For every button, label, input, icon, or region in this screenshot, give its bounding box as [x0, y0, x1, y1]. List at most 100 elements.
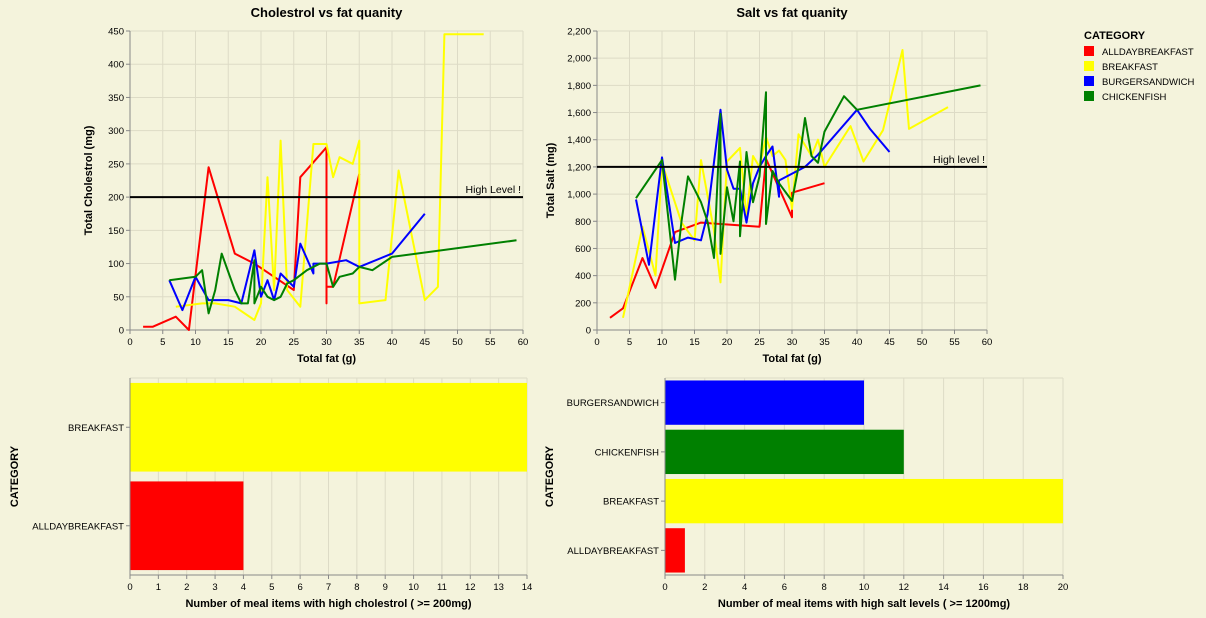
- bar-chart-2: BURGERSANDWICH CHICKENFISH BREAKFAST ALLDAY…: [544, 377, 1069, 610]
- legend-title: CATEGORY: [1084, 30, 1146, 42]
- x-axis-title: Number of meal items with high salt leve…: [718, 598, 1011, 610]
- x-tick-label: 0: [127, 582, 132, 593]
- x-tick-label: 20: [722, 337, 733, 348]
- y-tick-label: 1,200: [567, 162, 591, 173]
- bar-breakfast: [130, 382, 527, 472]
- x-tick-label: 5: [269, 582, 274, 593]
- x-axis-title: Number of meal items with high cholestro…: [185, 598, 471, 610]
- x-tick-label: 30: [787, 337, 798, 348]
- legend-swatch: [1084, 61, 1094, 71]
- x-tick-label: 1: [156, 582, 161, 593]
- x-tick-label: 0: [127, 337, 132, 348]
- category-label: ALLDAYBREAKFAST: [567, 546, 659, 557]
- legend: CATEGORY ALLDAYBREAKFAST BREAKFAST BURGERSA…: [1084, 30, 1195, 103]
- y-tick-label: 200: [108, 193, 124, 204]
- x-tick-label: 60: [518, 337, 529, 348]
- x-tick-label: 50: [917, 337, 928, 348]
- x-tick-label: 45: [419, 337, 430, 348]
- series-line-chickenfish: [635, 84, 981, 281]
- x-tick-label: 3: [212, 582, 217, 593]
- x-tick-label: 60: [982, 337, 993, 348]
- x-tick-label: 18: [1018, 582, 1029, 593]
- x-tick-label: 11: [437, 582, 447, 593]
- y-axis-title: Total Cholestrol (mg): [83, 125, 95, 235]
- y-tick-label: 600: [575, 244, 591, 255]
- x-axis-title: Total fat (g): [297, 353, 356, 365]
- series-line-breakfast: [175, 33, 484, 321]
- y-tick-label: 1,400: [567, 135, 591, 146]
- x-tick-label: 40: [852, 337, 863, 348]
- category-label: BURGERSANDWICH: [567, 398, 660, 409]
- y-tick-label: 0: [586, 326, 591, 337]
- line-chart-1: 0 5 10 15 20 25 30 35 40 45 50 55 60 0 50 100 150 200 250 3…: [83, 5, 528, 365]
- x-tick-label: 10: [657, 337, 668, 348]
- x-tick-label: 6: [782, 582, 787, 593]
- x-tick-label: 35: [354, 337, 365, 348]
- x-tick-label: 45: [884, 337, 895, 348]
- legend-label: CHICKENFISH: [1102, 92, 1167, 103]
- x-tick-label: 8: [354, 582, 359, 593]
- x-tick-label: 15: [689, 337, 700, 348]
- x-tick-label: 8: [822, 582, 827, 593]
- y-tick-label: 100: [108, 259, 124, 270]
- x-tick-label: 4: [241, 582, 246, 593]
- x-tick-label: 20: [1058, 582, 1069, 593]
- x-tick-label: 12: [899, 582, 910, 593]
- y-axis-title: CATEGORY: [9, 445, 21, 507]
- legend-swatch: [1084, 76, 1094, 86]
- y-tick-label: 50: [113, 292, 124, 303]
- bar-alldaybreakfast: [665, 528, 685, 573]
- series-line-burgersandwich: [635, 108, 891, 266]
- series-line-chickenfish: [169, 239, 517, 315]
- x-tick-label: 35: [819, 337, 830, 348]
- y-tick-label: 450: [108, 27, 124, 38]
- bar-chickenfish: [665, 429, 904, 475]
- x-tick-label: 20: [256, 337, 267, 348]
- x-tick-label: 7: [326, 582, 331, 593]
- y-tick-label: 400: [575, 271, 591, 282]
- chart-title: Cholestrol vs fat quanity: [251, 5, 403, 20]
- legend-label: ALLDAYBREAKFAST: [1102, 47, 1194, 58]
- x-tick-label: 13: [493, 582, 504, 593]
- y-tick-label: 1,600: [567, 108, 591, 119]
- x-tick-label: 4: [742, 582, 747, 593]
- y-axis-title: Total Salt (mg): [545, 142, 557, 218]
- x-tick-label: 5: [160, 337, 165, 348]
- x-tick-label: 10: [408, 582, 419, 593]
- x-tick-label: 5: [627, 337, 632, 348]
- series-line-breakfast: [622, 49, 949, 319]
- y-tick-label: 0: [119, 326, 124, 337]
- x-tick-label: 9: [383, 582, 388, 593]
- category-label: ALLDAYBREAKFAST: [32, 521, 124, 532]
- legend-label: BREAKFAST: [1102, 62, 1158, 73]
- category-label: BREAKFAST: [68, 423, 124, 434]
- y-tick-label: 250: [108, 159, 124, 170]
- bar-breakfast: [665, 478, 1063, 524]
- x-tick-label: 6: [297, 582, 302, 593]
- x-tick-label: 55: [485, 337, 496, 348]
- series-line-alldaybreakfast: [143, 146, 361, 331]
- x-axis-title: Total fat (g): [762, 353, 821, 365]
- x-tick-label: 2: [702, 582, 707, 593]
- x-tick-label: 50: [452, 337, 463, 348]
- category-label: BREAKFAST: [603, 497, 659, 508]
- legend-swatch: [1084, 91, 1094, 101]
- bar-burgersandwich: [665, 380, 864, 425]
- x-tick-label: 0: [594, 337, 599, 348]
- x-tick-label: 25: [288, 337, 299, 348]
- x-tick-label: 30: [321, 337, 332, 348]
- high-level-label: High Level !: [466, 184, 521, 196]
- y-tick-label: 200: [575, 298, 591, 309]
- y-tick-label: 800: [575, 217, 591, 228]
- chart-title: Salt vs fat quanity: [736, 5, 848, 20]
- x-tick-label: 16: [978, 582, 989, 593]
- bar-alldaybreakfast: [130, 481, 244, 571]
- y-tick-label: 2,200: [567, 27, 591, 38]
- y-tick-label: 150: [108, 226, 124, 237]
- x-tick-label: 0: [662, 582, 667, 593]
- y-tick-label: 2,000: [567, 54, 591, 65]
- x-tick-label: 55: [949, 337, 960, 348]
- x-tick-label: 2: [184, 582, 189, 593]
